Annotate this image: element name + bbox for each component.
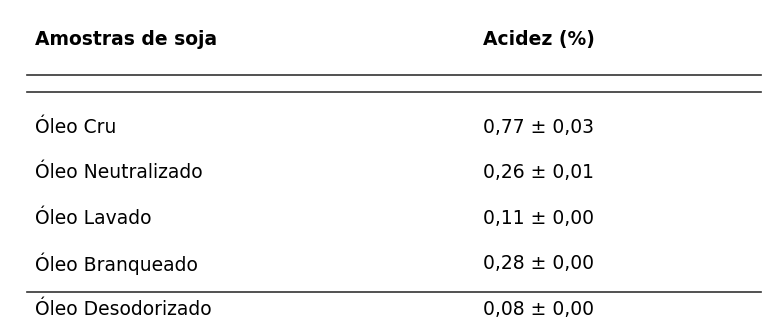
- Text: 0,11 ± 0,00: 0,11 ± 0,00: [483, 209, 594, 228]
- Text: 0,28 ± 0,00: 0,28 ± 0,00: [483, 254, 594, 273]
- Text: 0,08 ± 0,00: 0,08 ± 0,00: [483, 300, 594, 319]
- Text: Acidez (%): Acidez (%): [483, 30, 595, 49]
- Text: Óleo Branqueado: Óleo Branqueado: [35, 253, 198, 275]
- Text: Amostras de soja: Amostras de soja: [35, 30, 217, 49]
- Text: Óleo Lavado: Óleo Lavado: [35, 209, 152, 228]
- Text: Óleo Cru: Óleo Cru: [35, 118, 116, 137]
- Text: Óleo Neutralizado: Óleo Neutralizado: [35, 163, 203, 182]
- Text: 0,26 ± 0,01: 0,26 ± 0,01: [483, 163, 594, 182]
- Text: Óleo Desodorizado: Óleo Desodorizado: [35, 300, 212, 319]
- Text: 0,77 ± 0,03: 0,77 ± 0,03: [483, 118, 594, 137]
